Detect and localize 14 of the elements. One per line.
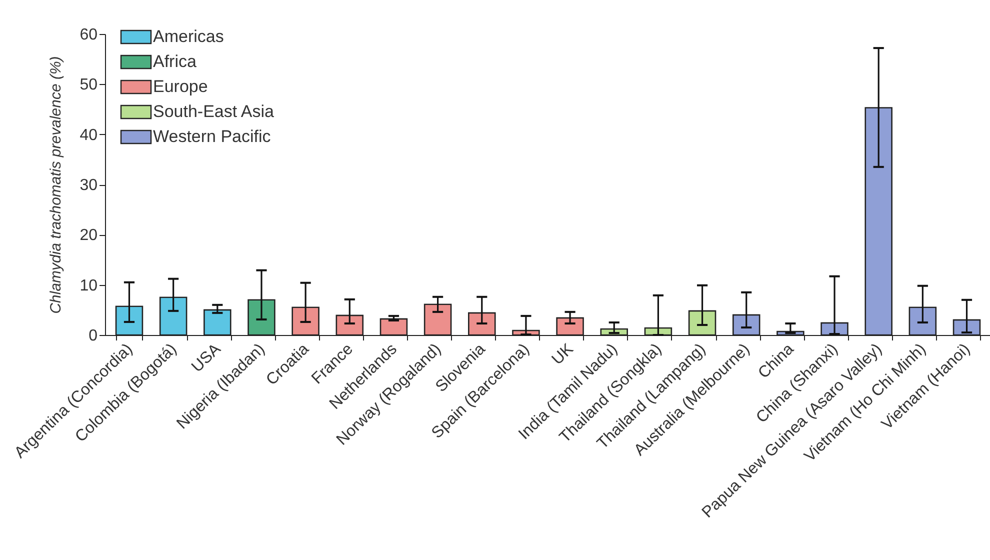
legend-label: South-East Asia [153,102,275,121]
y-tick-label: 50 [80,76,98,94]
y-tick-label: 40 [80,126,98,144]
legend-label: Western Pacific [153,127,272,146]
y-tick-label: 30 [80,177,98,194]
legend-label: Europe [153,77,208,96]
y-tick-label: 10 [80,277,98,294]
y-tick-label: 60 [80,26,98,44]
y-tick-label: 20 [80,227,98,244]
legend-label: Africa [153,52,197,71]
legend-label: Americas [153,27,224,46]
x-tick-label: UK [548,340,578,368]
y-tick-label: 0 [88,328,98,344]
y-axis-title: Chlamydia trachomatis prevalence (%) [48,56,65,314]
